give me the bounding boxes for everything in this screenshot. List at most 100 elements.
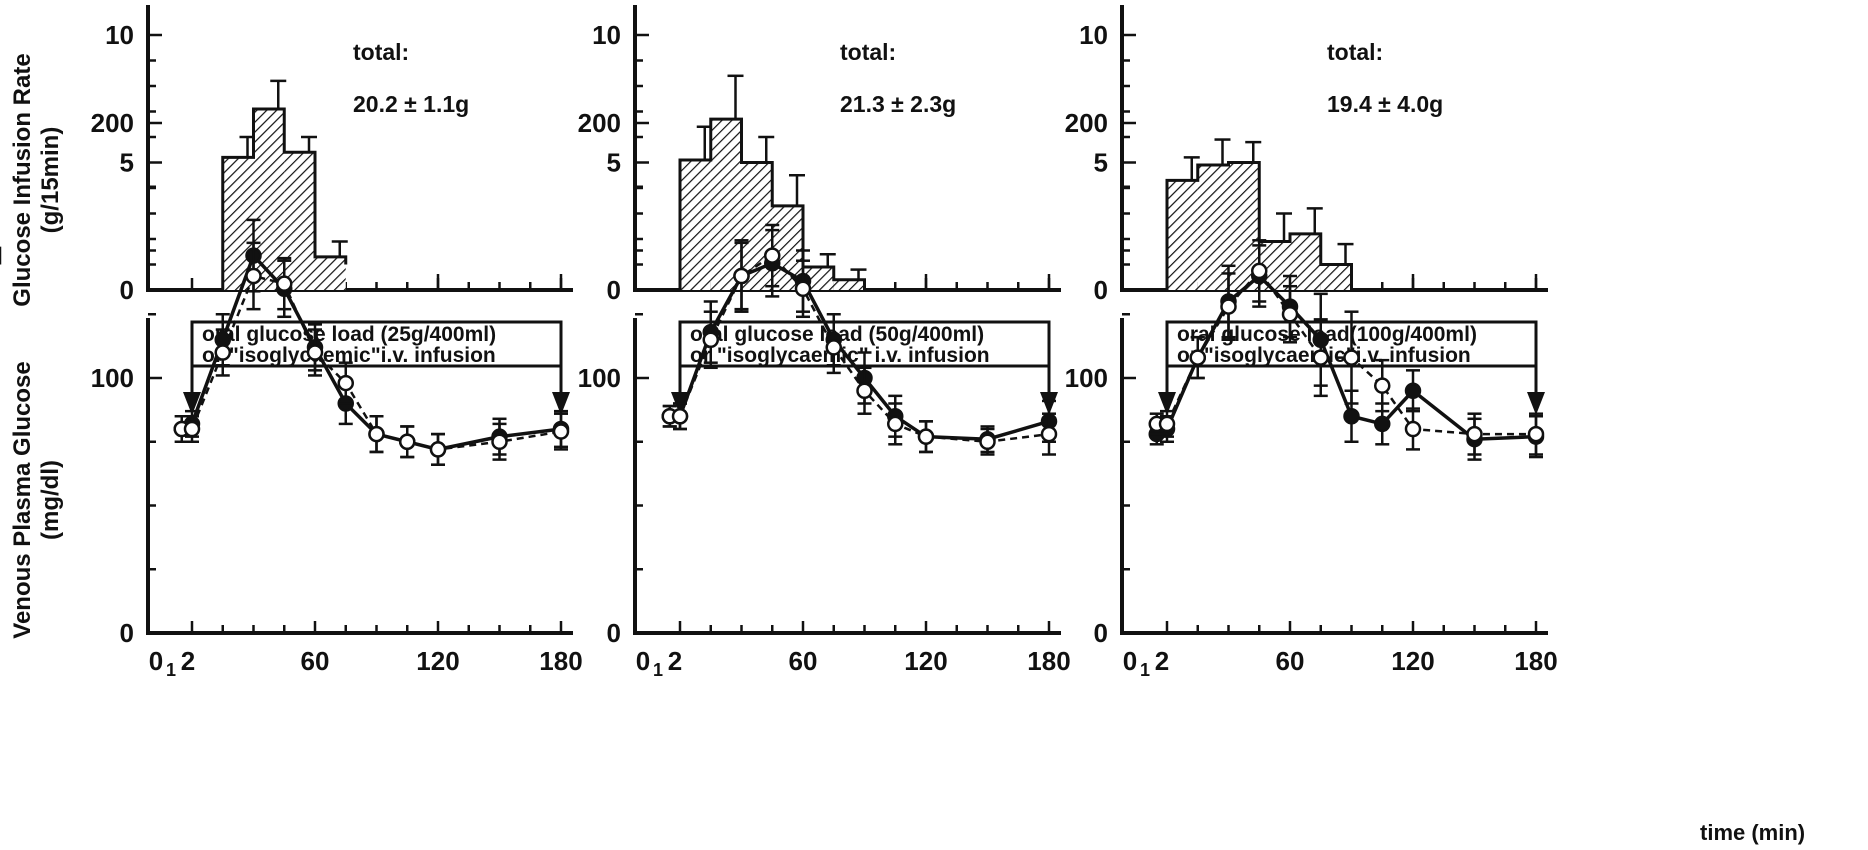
ylabel-glucose-line1: Venous Plasma Glucose (9, 361, 36, 638)
ylabel-glucose-line2: (mg/dl) (37, 460, 64, 540)
glucose-panel-3-point-open (1158, 415, 1176, 433)
infusion-panel-2-y-label-5: 5 (607, 148, 621, 178)
infusion-panel-3-bar (1290, 233, 1321, 290)
glucose-panel-2-x-label-1: 1 (653, 660, 663, 680)
infusion-panel-1-y-label-10: 10 (105, 20, 134, 50)
glucose-panel-3-line-filled (1155, 273, 1537, 441)
glucose-panel-2-x-label-2: 2 (668, 646, 682, 676)
glucose-panel-1-box-line1: oral glucose load (25g/400ml) (202, 323, 496, 346)
glucose-panel-2-x-label-60: 60 (789, 646, 818, 676)
ylabel-infusion-line1: Glucose Infusion Rate (9, 53, 36, 306)
infusion-panel-2-y-label-0: 0 (607, 275, 621, 305)
glucose-panel-2-y-label-200: 200 (578, 108, 621, 138)
glucose-panel-2-point-open (1040, 425, 1058, 443)
glucose-panel-3-x-label-120: 120 (1391, 646, 1434, 676)
glucose-panel-2-point-open (671, 408, 689, 425)
infusion-panel-3-bar (1197, 165, 1229, 290)
glucose-panel-1-box-line2: or "isoglycaemic"i.v. infusion (202, 344, 496, 367)
glucose-panel-2-point-open (702, 331, 719, 348)
ylabel-infusion-line2: (g/15min) (37, 127, 64, 234)
glucose-panel-3-point-open (1220, 298, 1237, 315)
glucose-panel-2-line-open (669, 253, 1050, 444)
infusion-panel-3-bar (1320, 264, 1352, 290)
glucose-panel-1-point-open (552, 423, 570, 440)
glucose-panel-3-point-filled (1343, 408, 1360, 425)
infusion-panel-2-bar (710, 119, 742, 291)
glucose-panel-1-line-open (181, 274, 562, 451)
glucose-panel-1-point-open (183, 420, 201, 438)
infusion-panel-3-bar (1167, 180, 1198, 290)
glucose-panel-3-point-filled (1374, 415, 1391, 433)
glucose-panel-2-box-line2: or "isoglycaemic" i.v. infusion (690, 344, 990, 367)
glucose-panel-3-point-open (1466, 425, 1483, 443)
glucose-panel-1-y-label-200: 200 (91, 108, 134, 138)
glucose-panel-3-point-open (1189, 349, 1206, 366)
infusion-panel-2-bar-outline (678, 117, 866, 290)
infusion-panel-3-total-value: 19.4 ± 4.0g (1327, 91, 1443, 117)
glucose-panel-1-point-open (368, 425, 385, 443)
glucose-panel-1-point-open (491, 433, 508, 450)
infusion-panel-1-bar-outline (221, 107, 348, 290)
infusion-panel-1-bar (315, 256, 346, 290)
glucose-panel-3-arrow-head (1158, 392, 1176, 415)
glucose-panel-1-point-open (276, 275, 293, 292)
x-unit-label: time (min) (1700, 820, 1805, 845)
glucose-panel-2-point-open (856, 382, 873, 399)
glucose-panel-1-x-label-120: 120 (416, 646, 459, 676)
infusion-panel-1-total-label: total: (353, 39, 409, 65)
glucose-panel-2-point-open (794, 280, 812, 297)
infusion-panel-2-bar (803, 267, 834, 290)
glucose-panel-1-y-label-100: 100 (91, 363, 134, 393)
glucose-panel-1-point-open (399, 433, 416, 450)
glucose-panel-3-y-label-100: 100 (1065, 363, 1108, 393)
glucose-panel-1-point-open (337, 374, 354, 392)
infusion-panel-3-y-label-0: 0 (1094, 275, 1108, 305)
infusion-panel-1-total-value: 20.2 ± 1.1g (353, 91, 469, 117)
glucose-panel-1-x-label-60: 60 (301, 646, 330, 676)
glucose-panel-2-point-open (825, 339, 842, 356)
glucose-panel-2-y-label-0: 0 (607, 618, 621, 648)
glucose-panel-3-x-label-180: 180 (1514, 646, 1557, 676)
glucose-panel-3-point-open (1374, 377, 1391, 394)
glucose-panel-1-arrow-head (183, 392, 201, 415)
glucose-panel-3-x-label-60: 60 (1276, 646, 1305, 676)
glucose-panel-3-point-open (1312, 349, 1329, 366)
glucose-panel-3-point-open (1527, 425, 1545, 443)
glucose-panel-3-x-label-2: 2 (1155, 646, 1169, 676)
glucose-panel-1-point-open (214, 344, 231, 361)
infusion-panel-3-bar-outline (1165, 161, 1353, 290)
infusion-panel-2-total-value: 21.3 ± 2.3g (840, 91, 956, 117)
infusion-panel-1-bar (284, 152, 315, 290)
infusion-panel-3-total-label: total: (1327, 39, 1383, 65)
infusion-panel-2-total-label: total: (840, 39, 896, 65)
glucose-panel-2-x-label-180: 180 (1027, 646, 1070, 676)
glucose-panel-3-arrow-head (1527, 392, 1545, 415)
glucose-panel-3-point-filled (1404, 382, 1422, 399)
infusion-panel-1-y-label-5: 5 (120, 148, 134, 178)
glucose-panel-1-x-label-180: 180 (539, 646, 582, 676)
glucose-panel-3-point-open (1404, 420, 1422, 438)
glucose-panel-2-point-open (887, 415, 904, 433)
infusion-panel-3-y-label-5: 5 (1094, 148, 1108, 178)
glucose-panel-3-point-open (1343, 349, 1360, 366)
glucose-panel-2-x-label-120: 120 (904, 646, 947, 676)
glucose-panel-3-y-label-200: 200 (1065, 108, 1108, 138)
glucose-panel-1-x-label-2: 2 (181, 646, 195, 676)
glucose-panel-2-x-label-0: 0 (636, 646, 650, 676)
glucose-panel-2-point-open (733, 267, 750, 285)
glucose-panel-3-x-label-1: 1 (1140, 660, 1150, 680)
glucose-panel-1-y-label-0: 0 (120, 618, 134, 648)
glucose-panel-1-x-label-0: 0 (149, 646, 163, 676)
infusion-panel-2-y-label-10: 10 (592, 20, 621, 50)
glucose-panel-2-y-label-100: 100 (578, 363, 621, 393)
infusion-panel-2-bar (833, 279, 865, 290)
glucose-panel-3-line-open (1156, 268, 1536, 436)
glucose-panel-1-point-open (306, 344, 324, 361)
glucose-panel-3-y-label-0: 0 (1094, 618, 1108, 648)
glucose-panel-1-x-label-1: 1 (166, 660, 176, 680)
infusion-panel-2-bar (680, 159, 711, 290)
glucose-panel-1-point-open (245, 267, 262, 285)
glucose-panel-2-point-open (764, 247, 781, 264)
glucose-panel-2-point-open (917, 428, 935, 445)
